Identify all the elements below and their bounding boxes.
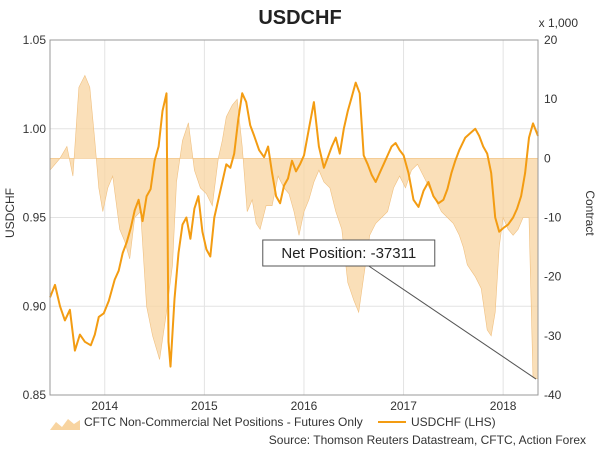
legend-label-line: USDCHF (LHS): [411, 415, 496, 429]
legend-label-area: CFTC Non-Commercial Net Positions - Futu…: [84, 415, 363, 429]
x-tick-label: 2018: [490, 399, 517, 413]
line-series-usdchf: [49, 81, 539, 368]
right-tick-label: -30: [544, 329, 562, 343]
annotation-text: Net Position: -37311: [281, 245, 416, 262]
right-axis-multiplier: x 1,000: [539, 16, 579, 30]
area-series-cftc: [49, 74, 539, 380]
annotation-leader-line: [368, 265, 537, 380]
left-tick-label: 0.85: [23, 388, 47, 402]
x-tick-label: 2016: [291, 399, 318, 413]
x-tick-label: 2017: [390, 399, 417, 413]
x-tick-label: 2014: [91, 399, 118, 413]
x-axis-ticks: 2014 2015 2016 2017 2018: [91, 399, 516, 413]
right-tick-label: -40: [544, 388, 562, 402]
annotation-box: [262, 239, 436, 267]
chart-title: USDCHF: [258, 7, 341, 29]
left-axis-ticks: 0.85 0.90 0.95 1.00 1.05: [23, 33, 47, 402]
right-tick-label: 10: [544, 92, 558, 106]
plot-frame: [49, 39, 539, 396]
left-tick-label: 1.00: [23, 122, 47, 136]
left-tick-label: 1.05: [23, 33, 47, 47]
right-axis-ticks: -40 -30 -20 -10 0 10 20: [544, 33, 562, 402]
left-axis-label: USDCHF: [3, 188, 17, 238]
line-series-layer: [49, 81, 539, 368]
x-tick-label: 2015: [191, 399, 218, 413]
source-note: Source: Thomson Reuters Datastream, CFTC…: [269, 433, 586, 447]
left-tick-label: 0.95: [23, 211, 47, 225]
left-tick-label: 0.90: [23, 299, 47, 313]
right-tick-label: -10: [544, 211, 562, 225]
right-tick-label: -20: [544, 270, 562, 284]
right-axis-label: Contract: [583, 190, 597, 236]
right-tick-label: 0: [544, 151, 551, 165]
legend-swatch-area: [50, 419, 80, 430]
right-tick-label: 20: [544, 33, 558, 47]
net-position-annotation: Net Position: -37311: [262, 239, 537, 380]
area-series-layer: [49, 74, 539, 380]
legend: CFTC Non-Commercial Net Positions - Futu…: [50, 415, 496, 430]
